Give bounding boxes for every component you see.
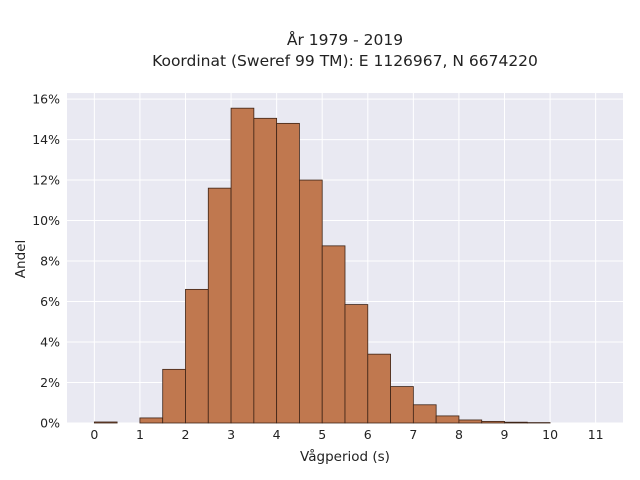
histogram-bar: [230, 107, 255, 424]
x-tick-label: 2: [182, 427, 190, 442]
y-tick-label: 4%: [40, 335, 60, 350]
y-tick-label: 8%: [40, 254, 60, 269]
histogram-bar: [412, 404, 437, 424]
x-tick-label: 6: [364, 427, 372, 442]
y-tick-label: 14%: [32, 132, 60, 147]
histogram-bar: [504, 421, 528, 424]
x-tick-label: 8: [455, 427, 463, 442]
histogram-bar: [367, 353, 391, 424]
histogram-bar: [207, 187, 232, 424]
x-tick-label: 9: [501, 427, 509, 442]
y-axis-ticks: 0% 2% 4% 6% 8% 10% 12% 14% 16%: [32, 92, 60, 431]
histogram-bar: [481, 420, 505, 424]
histogram-bar: [162, 368, 186, 424]
chart-title-line2: Koordinat (Sweref 99 TM): E 1126967, N 6…: [152, 52, 538, 70]
y-axis-label: Andel: [13, 240, 29, 278]
x-tick-label: 4: [273, 427, 281, 442]
histogram-bar: [435, 415, 460, 424]
y-tick-label: 2%: [40, 375, 60, 390]
x-axis-ticks: 0 1 2 3 4 5 6 7 8 9 10 11: [90, 427, 603, 442]
histogram-bar: [390, 386, 414, 424]
histogram-bar: [93, 421, 118, 424]
histogram-bar: [344, 304, 369, 424]
chart-title-line1: År 1979 - 2019: [287, 30, 403, 49]
histogram-bar: [253, 117, 278, 424]
x-tick-label: 11: [588, 427, 604, 442]
histogram-bar: [276, 122, 300, 424]
x-tick-label: 0: [90, 427, 98, 442]
histogram-bars: [93, 107, 551, 424]
y-tick-label: 16%: [32, 92, 60, 107]
x-tick-label: 10: [542, 427, 558, 442]
histogram-bar: [139, 417, 164, 424]
y-tick-label: 0%: [40, 416, 60, 431]
histogram-bar: [458, 419, 483, 424]
y-tick-label: 12%: [32, 173, 60, 188]
histogram-bar: [299, 179, 323, 424]
x-tick-label: 7: [409, 427, 417, 442]
histogram-bar: [185, 288, 209, 424]
x-tick-label: 3: [227, 427, 235, 442]
x-axis-label: Vågperiod (s): [300, 448, 390, 465]
x-tick-label: 1: [136, 427, 144, 442]
histogram-bar: [321, 245, 346, 424]
y-tick-label: 6%: [40, 294, 60, 309]
y-tick-label: 10%: [32, 213, 60, 228]
x-tick-label: 5: [318, 427, 326, 442]
